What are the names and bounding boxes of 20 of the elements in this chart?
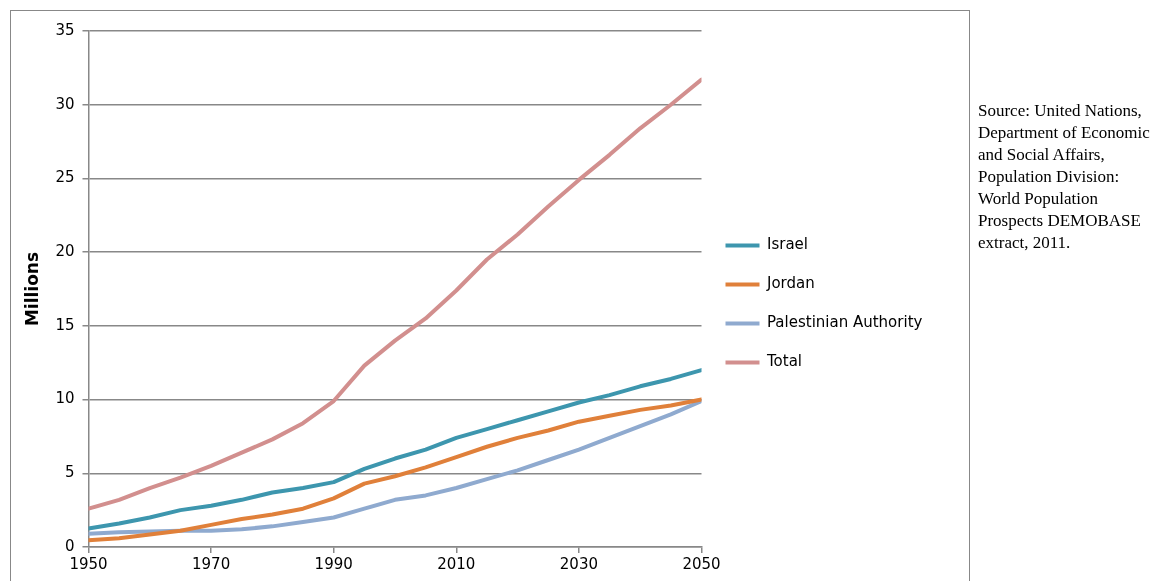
x-tick-label: 2050 [682, 554, 721, 573]
legend-label: Jordan [766, 274, 815, 293]
x-tick-label: 2010 [437, 554, 476, 573]
y-tick-label: 20 [55, 242, 75, 261]
legend-label: Palestinian Authority [767, 313, 923, 332]
y-tick-label: 25 [55, 168, 75, 187]
x-tick-label: 1950 [69, 554, 108, 573]
y-tick-label: 30 [55, 94, 75, 113]
y-tick-label: 10 [55, 389, 75, 408]
x-tick-label: 2030 [559, 554, 598, 573]
y-tick-label: 5 [64, 463, 75, 482]
source-note: Source: United Nations, Department of Economic and Social Affairs, Population Division: World Population Prospects DEMOBASE extract, 2011. [978, 100, 1151, 254]
legend-label: Total [766, 352, 803, 371]
legend-label: Israel [767, 235, 808, 254]
y-axis-title: Millions [21, 251, 42, 327]
x-tick-label: 1990 [314, 554, 353, 573]
y-tick-label: 35 [55, 20, 75, 39]
y-tick-label: 0 [64, 536, 75, 555]
x-tick-label: 1970 [192, 554, 231, 573]
y-tick-label: 15 [55, 315, 75, 334]
